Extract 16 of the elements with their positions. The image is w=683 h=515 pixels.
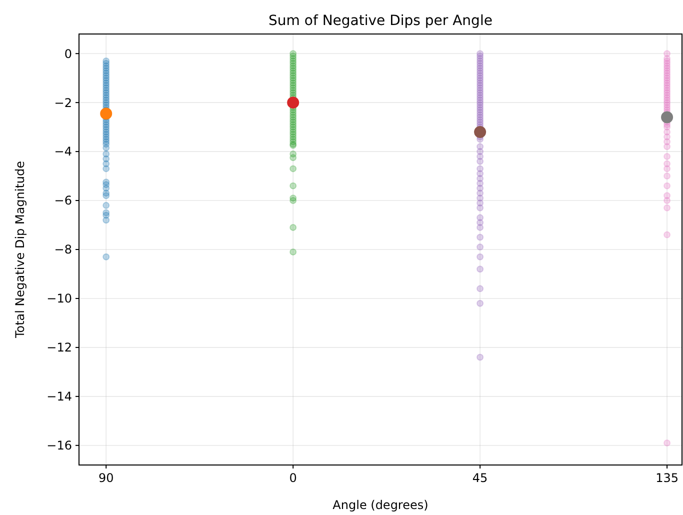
y-tick-label: −2 (54, 96, 72, 110)
y-tick-label: −10 (46, 292, 72, 306)
y-tick-label: −16 (46, 438, 72, 453)
x-tick-label: 90 (98, 471, 114, 485)
x-tick-label: 135 (656, 471, 678, 485)
x-tick-label: 45 (472, 471, 488, 485)
x-tick-label: 0 (289, 471, 297, 485)
y-tick-label: −8 (54, 242, 72, 257)
x-axis-title: Angle (degrees) (332, 498, 428, 512)
y-tick-label: −4 (54, 144, 72, 159)
chart-title: Sum of Negative Dips per Angle (268, 13, 492, 29)
y-tick-label: −6 (54, 194, 72, 208)
y-tick-label: −14 (46, 390, 72, 404)
y-tick-label: 0 (64, 46, 72, 61)
y-axis-title: Total Negative Dip Magnitude (13, 160, 27, 340)
y-tick-label: −12 (46, 340, 72, 355)
